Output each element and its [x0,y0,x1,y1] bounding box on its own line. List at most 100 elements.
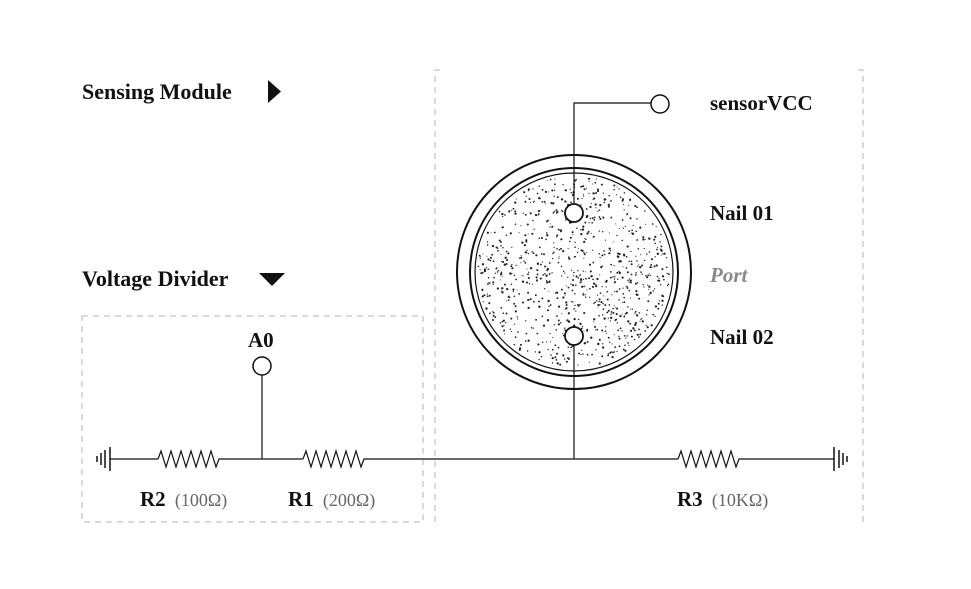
soil-dot [659,283,662,286]
soil-dot [646,276,649,279]
soil-dot [654,305,658,308]
soil-dot [657,246,659,249]
soil-dot [616,271,619,274]
soil-dot [521,301,525,304]
soil-dot [593,197,596,200]
soil-dot [608,304,611,306]
soil-dot [630,250,632,253]
soil-dot [544,273,546,275]
soil-dot [624,225,626,227]
soil-dot [551,362,554,364]
soil-dot [581,197,583,200]
soil-dot [514,201,517,204]
soil-dot [556,297,559,300]
soil-dot [588,263,592,266]
soil-dot [511,246,513,248]
soil-dot [582,278,585,281]
soil-dot [521,280,525,283]
soil-dot [582,225,585,228]
soil-dot [549,178,552,181]
soil-dot [487,277,490,279]
soil-dot [580,353,582,356]
soil-dot [598,230,601,232]
soil-dot [595,283,597,286]
soil-dot [612,307,614,310]
soil-dot [544,288,546,290]
soil-dot [481,289,484,292]
soil-dot [579,303,581,306]
soil-dot [568,358,570,360]
soil-dot [634,282,637,285]
soil-dot [598,216,601,218]
soil-dot [600,183,603,186]
soil-dot [614,275,616,278]
soil-dot [555,291,559,294]
soil-dot [522,275,524,277]
soil-dot [601,355,604,358]
soil-dot [582,292,584,294]
soil-dot [588,222,590,224]
soil-dot [528,271,530,273]
soil-dot [542,324,546,327]
soil-dot [540,355,543,358]
soil-dot [601,265,603,268]
soil-dot [609,320,611,322]
nail-02-label: Nail 02 [710,325,774,349]
soil-dot [594,181,597,184]
soil-dot [487,268,490,271]
soil-dot [552,252,554,255]
soil-dot [589,270,592,273]
soil-dot [633,338,636,341]
soil-dot [586,353,589,356]
soil-dot [556,362,559,365]
soil-dot [613,188,615,191]
soil-dot [658,279,661,282]
soil-dot [541,297,544,300]
nail-02-terminal [564,326,584,346]
soil-dot [515,264,517,267]
soil-dot [592,278,594,281]
soil-dot [629,308,631,310]
soil-dot [532,188,534,190]
soil-dot [576,227,578,229]
soil-dot [607,309,610,312]
soil-dot [631,308,633,310]
soil-dot [656,275,659,278]
soil-dot [593,321,595,323]
soil-dot [652,290,654,292]
soil-dot [527,306,530,310]
soil-dot [517,318,519,320]
soil-dot [570,346,572,349]
soil-dot [507,299,510,301]
soil-dot [661,275,665,278]
soil-dot [621,199,624,202]
soil-dot [643,286,645,288]
soil-dot [645,324,647,326]
soil-dot [492,311,495,314]
soil-dot [482,301,484,303]
soil-dot [532,300,535,303]
soil-dot [556,234,559,237]
soil-dot [605,279,608,282]
soil-dot [586,328,589,331]
soil-dot [630,335,633,338]
soil-dot [666,272,668,275]
soil-dot [555,359,558,361]
soil-dot [549,223,551,225]
soil-dot [658,277,660,279]
soil-dot [570,191,573,194]
soil-dot [652,313,655,316]
soil-dot [479,257,481,259]
soil-dot [629,199,631,202]
soil-dot [567,320,571,323]
soil-dot [585,208,588,210]
soil-dot [577,269,579,272]
soil-dot [590,275,593,278]
a0-label: A0 [248,328,274,352]
soil-dot [598,362,601,365]
soil-dot [570,300,573,303]
soil-dot [565,307,568,310]
soil-dot [576,197,579,200]
soil-dot [583,257,585,259]
soil-dot [603,253,606,256]
